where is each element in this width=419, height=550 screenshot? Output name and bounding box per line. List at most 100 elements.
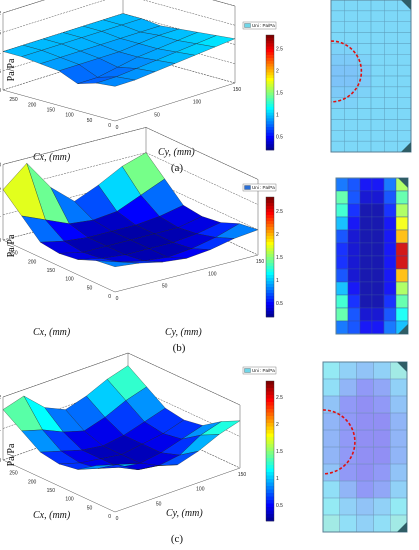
colorbar-step — [266, 458, 274, 462]
colorbar-step — [266, 138, 274, 142]
colorbar-step — [266, 212, 274, 216]
colorbar-step — [266, 433, 274, 438]
z-tick-label: 0 — [0, 88, 1, 94]
z-tick-label: 2 — [0, 11, 1, 17]
x-tick-label: 200 — [28, 102, 37, 108]
box-line — [145, 152, 259, 205]
map-cell — [359, 190, 373, 205]
colorbar-frame — [265, 196, 275, 318]
colorbar-step — [266, 489, 274, 494]
colorbar-step — [266, 132, 274, 136]
map-cell — [383, 307, 397, 322]
z-tick-label: 2 — [0, 188, 1, 194]
colorbar-step — [266, 454, 274, 459]
colorbar-step — [266, 135, 274, 139]
box-line — [114, 254, 259, 293]
x-tick-label: 200 — [28, 259, 37, 265]
map-cell — [395, 216, 409, 231]
colorbar-step — [266, 461, 274, 466]
map-cell — [335, 229, 349, 244]
box-line — [145, 127, 259, 180]
colorbar-tick-label: 2.5 — [276, 209, 283, 215]
map-cell — [359, 268, 373, 283]
colorbar-step — [266, 35, 274, 39]
colorbar-step — [266, 514, 274, 518]
colorbar-tick-label: 2 — [276, 68, 279, 74]
colorbar-step — [266, 121, 274, 125]
y-tick-label: 50 — [154, 112, 160, 118]
colorbar-step — [266, 239, 274, 243]
legend-box — [242, 366, 277, 375]
colorbar-step — [266, 230, 274, 234]
legend-swatch — [244, 368, 251, 373]
colorbar-tick-label: 1 — [276, 278, 279, 284]
map-cell — [371, 255, 385, 270]
box-line — [2, 127, 147, 165]
z-tick-label: 2 — [0, 395, 1, 401]
z-tick-label: 1 — [0, 427, 1, 433]
z-tick-label: 3 — [0, 162, 1, 168]
map-cell — [347, 294, 361, 309]
box-line — [2, 0, 45, 14]
box-line — [142, 0, 236, 26]
colorbar-step — [266, 486, 274, 490]
map-cell — [383, 294, 397, 309]
colorbar-step — [266, 118, 274, 122]
legend-label: Uni : Pa/Pa — [252, 368, 275, 373]
colorbar-step — [266, 129, 274, 134]
colorbar-step — [266, 78, 274, 82]
colorbar-step — [266, 227, 274, 231]
map-cell — [347, 268, 361, 283]
colorbar: 0.5 1 1.5 2 2.5 — [265, 34, 283, 151]
x-axis-label: Cx, (mm) — [33, 327, 71, 338]
map-cell — [359, 229, 373, 244]
map-cell — [335, 268, 349, 283]
surface — [2, 152, 259, 267]
map-cell — [359, 294, 373, 309]
legend-swatch — [244, 23, 251, 28]
colorbar: 0.5 1 1.5 2 2.5 — [265, 196, 283, 318]
map-cell — [347, 190, 361, 205]
colorbar-step — [266, 496, 274, 501]
map-cell — [371, 320, 385, 335]
colorbar-tick-label: 1 — [276, 476, 279, 482]
colorbar-step — [266, 451, 274, 455]
z-tick-label: 1.5 — [0, 30, 1, 36]
x-tick-label: 100 — [65, 113, 74, 119]
opening-outline — [330, 40, 363, 103]
colorbar-step — [266, 104, 274, 108]
map-cell — [383, 281, 397, 296]
z-axis-label: Pa/Pa — [6, 443, 17, 466]
colorbar-step — [266, 197, 274, 201]
z-axis-label: Pa/Pa — [6, 58, 17, 81]
map-cell — [395, 307, 409, 322]
colorbar-step — [266, 263, 274, 267]
colorbar-step — [266, 305, 274, 309]
x-tick-label: 250 — [9, 97, 18, 103]
colorbar-step — [266, 293, 274, 297]
map-cell — [383, 229, 397, 244]
colorbar-step — [266, 272, 274, 276]
y-tick-label: 0 — [116, 125, 119, 131]
y-axis-label: Cy, (mm) — [166, 508, 203, 519]
surface-patch — [137, 464, 178, 470]
map-wash — [323, 362, 407, 532]
colorbar-step — [266, 475, 274, 480]
colorbar-step — [266, 423, 274, 427]
chart-panel-1: 00.511.52050100150200250300050100150Pa/P… — [0, 0, 412, 174]
map-cell — [335, 177, 349, 192]
colorbar-step — [266, 66, 274, 70]
corner-marker — [397, 362, 407, 372]
colorbar-step — [266, 109, 274, 113]
colorbar-step — [266, 46, 274, 50]
x-tick-label: 200 — [28, 479, 37, 485]
map-cell — [371, 281, 385, 296]
map-cell — [335, 255, 349, 270]
map-cell — [371, 294, 385, 309]
corner-marker — [397, 522, 407, 532]
map-cell — [395, 190, 409, 205]
z-tick-label: 1 — [0, 50, 1, 56]
x-tick-label: 250 — [9, 251, 18, 257]
colorbar-step — [266, 507, 274, 511]
